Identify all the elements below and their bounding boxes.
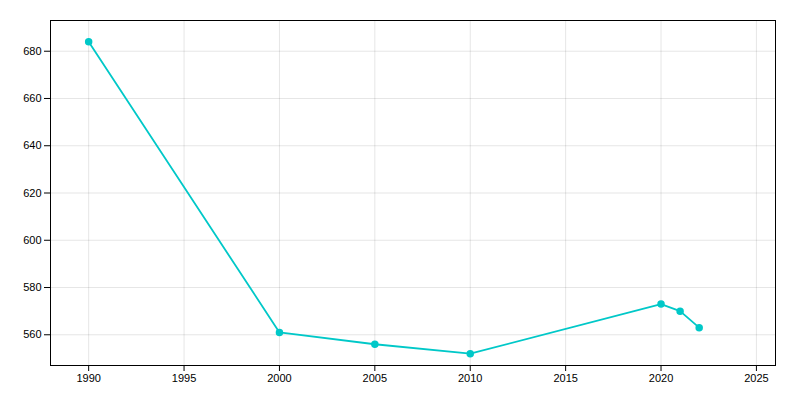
svg-text:2000: 2000 — [267, 372, 291, 384]
svg-text:680: 680 — [23, 45, 41, 57]
svg-text:2025: 2025 — [744, 372, 768, 384]
svg-text:600: 600 — [23, 234, 41, 246]
svg-text:580: 580 — [23, 281, 41, 293]
svg-text:560: 560 — [23, 328, 41, 340]
svg-text:2015: 2015 — [553, 372, 577, 384]
svg-text:1990: 1990 — [76, 372, 100, 384]
svg-text:2010: 2010 — [458, 372, 482, 384]
svg-text:620: 620 — [23, 187, 41, 199]
svg-text:2005: 2005 — [363, 372, 387, 384]
svg-text:660: 660 — [23, 92, 41, 104]
svg-text:640: 640 — [23, 139, 41, 151]
svg-text:1995: 1995 — [172, 372, 196, 384]
svg-text:2020: 2020 — [649, 372, 673, 384]
